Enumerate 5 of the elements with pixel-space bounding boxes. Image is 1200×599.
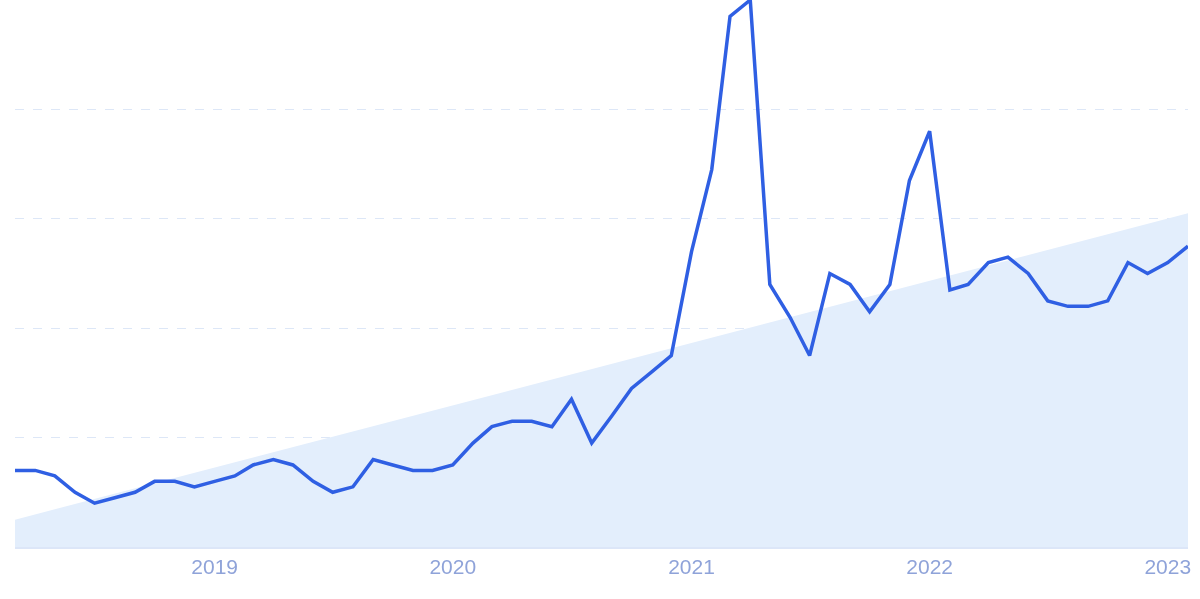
x-tick-label: 2020 [429,554,477,578]
x-tick-label: 2021 [668,554,715,578]
x-tick-label: 2023 [1144,554,1192,578]
x-tick-label: 2022 [906,554,954,578]
x-tick-label: 2019 [191,554,238,578]
